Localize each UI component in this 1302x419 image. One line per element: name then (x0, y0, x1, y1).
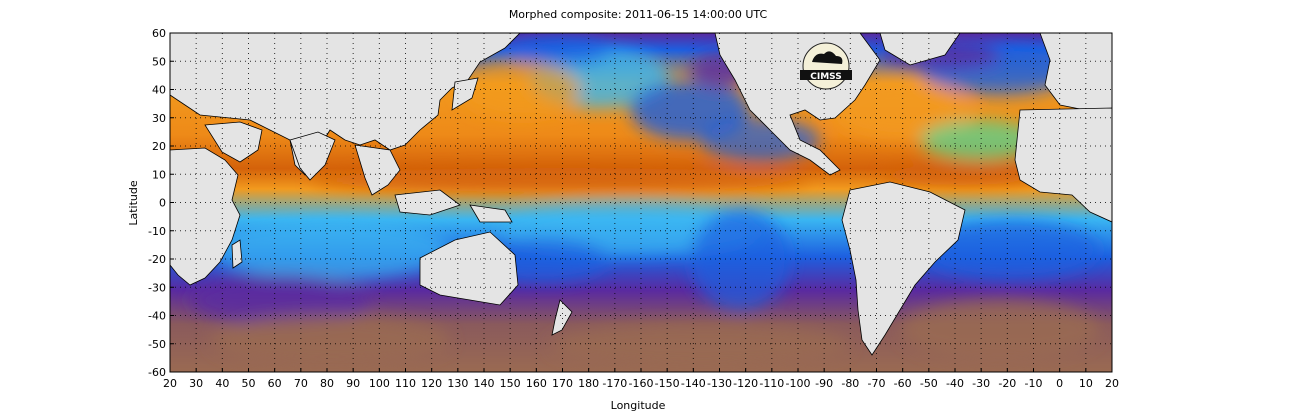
chart-title: Morphed composite: 2011-06-15 14:00:00 U… (509, 8, 768, 21)
y-tick-label: -60 (148, 366, 166, 379)
logo-circle (802, 42, 850, 90)
x-tick-label: 30 (189, 377, 203, 390)
x-tick-label: -40 (946, 377, 964, 390)
x-tick-label: 80 (320, 377, 334, 390)
x-tick-label: -140 (681, 377, 706, 390)
x-tick-label: -120 (733, 377, 758, 390)
africa-landmass (170, 147, 241, 286)
x-axis-label: Longitude (611, 399, 666, 412)
x-tick-label: 20 (163, 377, 177, 390)
madagascar-landmass (231, 239, 243, 269)
west-africa-landmass (1014, 107, 1112, 223)
y-axis-ticks: 60 50 40 30 20 10 0 -10 -20 -30 -40 -50 -60 (148, 27, 174, 379)
y-tick-label: 60 (152, 27, 166, 40)
new-guinea-landmass (469, 204, 513, 223)
x-tick-label: 50 (242, 377, 256, 390)
y-axis-label: Latitude (127, 180, 140, 226)
x-tick-label: 170 (552, 377, 573, 390)
x-tick-label: -150 (655, 377, 680, 390)
y-tick-label: 30 (152, 112, 166, 125)
x-tick-label: -110 (759, 377, 784, 390)
x-tick-label: 100 (369, 377, 390, 390)
y-tick-label: 50 (152, 55, 166, 68)
x-tick-label: -50 (920, 377, 938, 390)
x-tick-label: -60 (894, 377, 912, 390)
logo-banner (800, 70, 852, 80)
y-tick-label: 0 (159, 197, 166, 210)
y-tick-label: 40 (152, 84, 166, 97)
x-tick-label: -30 (972, 377, 990, 390)
y-tick-label: -50 (148, 338, 166, 351)
y-tick-label: -30 (148, 281, 166, 294)
x-tick-label: 160 (526, 377, 547, 390)
new-zealand-landmass (551, 299, 573, 336)
x-tick-label: 20 (1105, 377, 1119, 390)
south-america-landmass (841, 181, 966, 356)
x-tick-label: -160 (629, 377, 654, 390)
australia-landmass (419, 231, 519, 306)
x-tick-label: 140 (474, 377, 495, 390)
x-tick-label: 130 (447, 377, 468, 390)
x-tick-label: -70 (868, 377, 886, 390)
greenland-landmass (879, 33, 961, 66)
japan-landmass (451, 77, 479, 111)
cimss-logo: CIMSS (800, 42, 852, 90)
x-tick-label: -90 (815, 377, 833, 390)
y-tick-label: 10 (152, 168, 166, 181)
x-tick-label: 70 (294, 377, 308, 390)
x-tick-label: 150 (500, 377, 521, 390)
x-tick-label: 40 (215, 377, 229, 390)
y-tick-label: -10 (148, 225, 166, 238)
x-tick-label: -80 (841, 377, 859, 390)
x-tick-label: 120 (421, 377, 442, 390)
y-tick-label: -40 (148, 310, 166, 323)
x-tick-label: -130 (707, 377, 732, 390)
x-tick-label: -20 (998, 377, 1016, 390)
x-tick-label: 60 (268, 377, 282, 390)
x-tick-label: 180 (578, 377, 599, 390)
x-tick-label: 110 (395, 377, 416, 390)
indonesia-landmass (394, 189, 461, 216)
x-tick-label: 0 (1056, 377, 1063, 390)
logo-cloud-icon (812, 51, 843, 64)
x-tick-label: -170 (602, 377, 627, 390)
x-tick-label: -100 (786, 377, 811, 390)
x-tick-label: 90 (346, 377, 360, 390)
y-tick-label: 20 (152, 140, 166, 153)
x-tick-label: -10 (1025, 377, 1043, 390)
x-axis-ticks: 20 30 40 50 60 70 80 90 100 110 120 130 140 150 160 170… (163, 368, 1119, 390)
indochina-landmass (354, 144, 401, 196)
x-tick-label: 10 (1079, 377, 1093, 390)
y-tick-label: -20 (148, 253, 166, 266)
grid-lines (170, 33, 1112, 372)
plot-area (170, 33, 1112, 372)
arabia-landmass (204, 121, 263, 163)
logo-text: CIMSS (810, 72, 841, 82)
